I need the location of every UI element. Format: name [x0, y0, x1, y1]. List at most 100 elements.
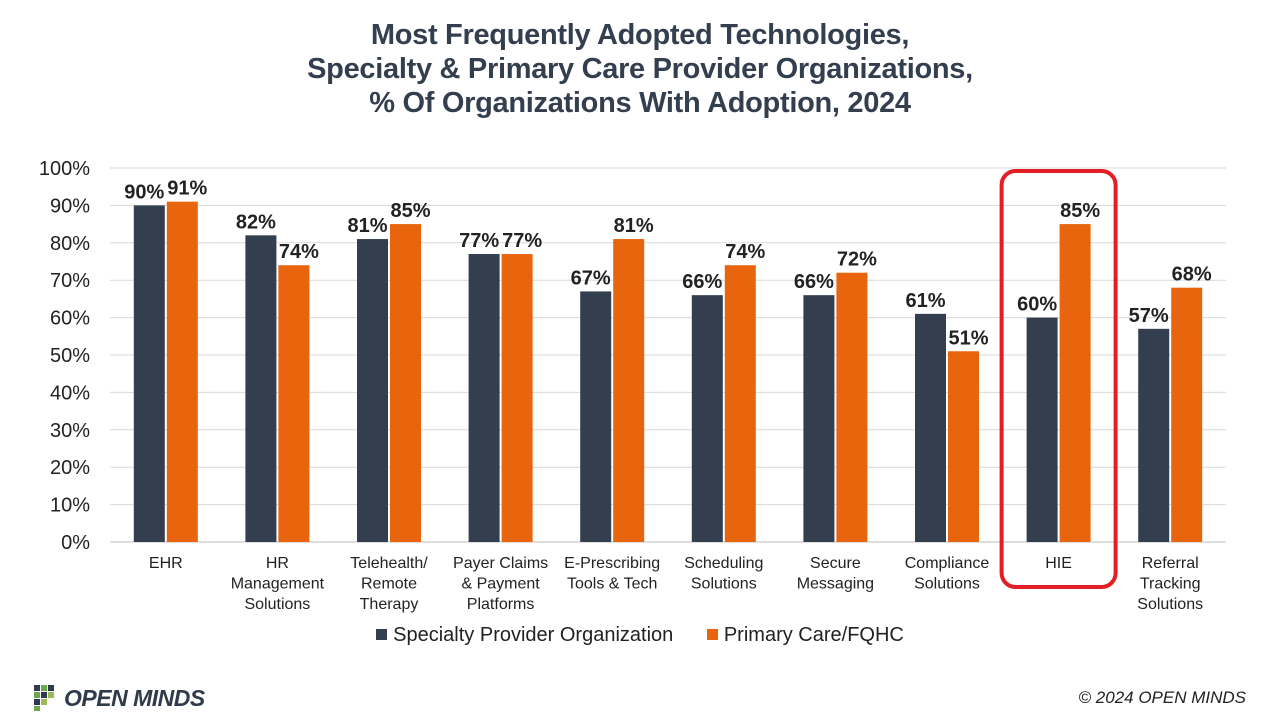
data-label-specialty: 82%: [236, 211, 276, 233]
category-label: Secure Messaging: [797, 555, 874, 593]
data-label-specialty: 60%: [1017, 294, 1057, 316]
legend-item-primary-care: Primary Care/FQHC: [706, 624, 904, 647]
legend-label-specialty: Specialty Provider Organization: [393, 624, 674, 646]
category-label-line: E-Prescribing: [564, 555, 660, 572]
category-label-line: Secure: [810, 555, 861, 572]
data-label-specialty: 66%: [682, 271, 722, 293]
category-label-line: Solutions: [914, 576, 980, 593]
data-label-primary-care: 85%: [1060, 200, 1100, 222]
brand-logo: OPEN MINDS: [34, 684, 205, 712]
category-label-line: Compliance: [905, 555, 990, 572]
bar-specialty: [1026, 317, 1058, 542]
data-label-primary-care: 91%: [167, 178, 207, 200]
bar-specialty: [468, 254, 500, 542]
data-label-specialty: 67%: [571, 267, 611, 289]
category-label-line: Solutions: [1137, 596, 1203, 613]
y-tick-label: 10%: [50, 495, 90, 517]
data-label-specialty: 61%: [905, 290, 945, 312]
y-tick-label: 50%: [50, 345, 90, 367]
bar-primary-care: [501, 254, 533, 542]
category-label-line: Referral: [1142, 555, 1199, 572]
category-label-line: HR: [266, 555, 289, 572]
category-label-line: Payer Claims: [453, 555, 548, 572]
bar-primary-care: [613, 239, 645, 542]
category-label-line: EHR: [149, 555, 183, 572]
data-label-primary-care: 81%: [614, 215, 654, 237]
data-label-primary-care: 51%: [948, 327, 988, 349]
y-tick-label: 0%: [61, 532, 90, 554]
brand-logo-icon: [34, 685, 54, 711]
category-label-line: HIE: [1045, 555, 1072, 572]
data-label-primary-care: 72%: [837, 249, 877, 271]
data-label-primary-care: 77%: [502, 230, 542, 252]
bar-specialty: [357, 239, 388, 542]
legend-label-primary-care: Primary Care/FQHC: [723, 624, 904, 646]
bar-primary-care: [390, 224, 421, 542]
copyright-notice: © 2024 OPEN MINDS: [1078, 688, 1246, 707]
bar-primary-care: [1171, 287, 1203, 542]
y-tick-label: 100%: [39, 158, 90, 180]
data-label-specialty: 66%: [794, 271, 834, 293]
category-label-line: Solutions: [691, 576, 757, 593]
legend-swatch-specialty: [376, 629, 388, 640]
y-tick-label: 90%: [50, 195, 90, 217]
y-tick-label: 40%: [50, 382, 90, 404]
category-label: Compliance Solutions: [905, 555, 990, 593]
chart-title-line-1: Most Frequently Adopted Technologies,: [370, 19, 910, 51]
category-label: HIE: [1045, 555, 1072, 572]
category-label-line: Messaging: [797, 576, 874, 593]
category-label-line: Management: [231, 576, 325, 593]
chart-title-line-2: Specialty & Primary Care Provider Organi…: [307, 53, 973, 85]
y-tick-label: 30%: [50, 420, 90, 442]
bar-primary-care: [836, 272, 868, 542]
category-label-line: Remote: [361, 576, 417, 593]
bar-specialty: [691, 295, 723, 542]
bar-specialty: [803, 295, 835, 542]
data-label-specialty: 77%: [459, 230, 499, 252]
highlight-box: [999, 169, 1118, 589]
data-label-primary-care: 74%: [279, 241, 319, 263]
category-label-line: & Payment: [461, 576, 540, 593]
category-label: EHR: [149, 555, 183, 572]
category-label: HR Management Solutions: [231, 555, 325, 613]
category-label: Referral Tracking Solutions: [1137, 555, 1203, 613]
y-tick-label: 70%: [50, 270, 90, 292]
data-label-primary-care: 74%: [725, 241, 765, 263]
category-label: E-Prescribing Tools & Tech: [564, 555, 660, 593]
chart-title: Most Frequently Adopted Technologies, Sp…: [0, 18, 1280, 120]
data-label-specialty: 90%: [124, 181, 164, 203]
category-label-line: Tracking: [1140, 576, 1201, 593]
data-label-primary-care: 68%: [1172, 264, 1212, 286]
category-label-line: Scheduling: [684, 555, 763, 572]
legend: Specialty Provider Organization Primary …: [0, 624, 1280, 647]
category-label-line: Therapy: [360, 596, 419, 613]
chart-title-line-3: % Of Organizations With Adoption, 2024: [369, 87, 911, 119]
bar-specialty: [915, 313, 946, 542]
category-label: Telehealth/Remote Therapy: [350, 555, 428, 613]
legend-item-specialty: Specialty Provider Organization: [376, 624, 673, 647]
category-label-line: Telehealth/: [350, 555, 428, 572]
y-tick-label: 60%: [50, 308, 90, 330]
y-tick-label: 80%: [50, 233, 90, 255]
bar-primary-care: [724, 265, 756, 542]
bar-primary-care: [166, 201, 198, 542]
y-tick-label: 20%: [50, 457, 90, 479]
category-label-line: Tools & Tech: [567, 576, 657, 593]
bar-primary-care: [1059, 224, 1091, 542]
legend-swatch-primary-care: [706, 629, 718, 640]
brand-name: OPEN MINDS: [64, 684, 205, 711]
bar-specialty: [580, 291, 612, 542]
bar-specialty: [133, 205, 165, 542]
category-label: Scheduling Solutions: [684, 555, 763, 593]
category-label-line: Platforms: [467, 596, 535, 613]
category-label-line: Solutions: [244, 596, 310, 613]
data-label-specialty: 81%: [347, 215, 387, 237]
data-label-specialty: 57%: [1129, 305, 1169, 327]
bar-primary-care: [948, 351, 979, 542]
bar-specialty: [245, 235, 277, 542]
data-label-primary-care: 85%: [390, 200, 430, 222]
category-label: Payer Claims & Payment Platforms: [453, 555, 548, 613]
bar-specialty: [1138, 328, 1170, 542]
bar-primary-care: [278, 265, 310, 542]
